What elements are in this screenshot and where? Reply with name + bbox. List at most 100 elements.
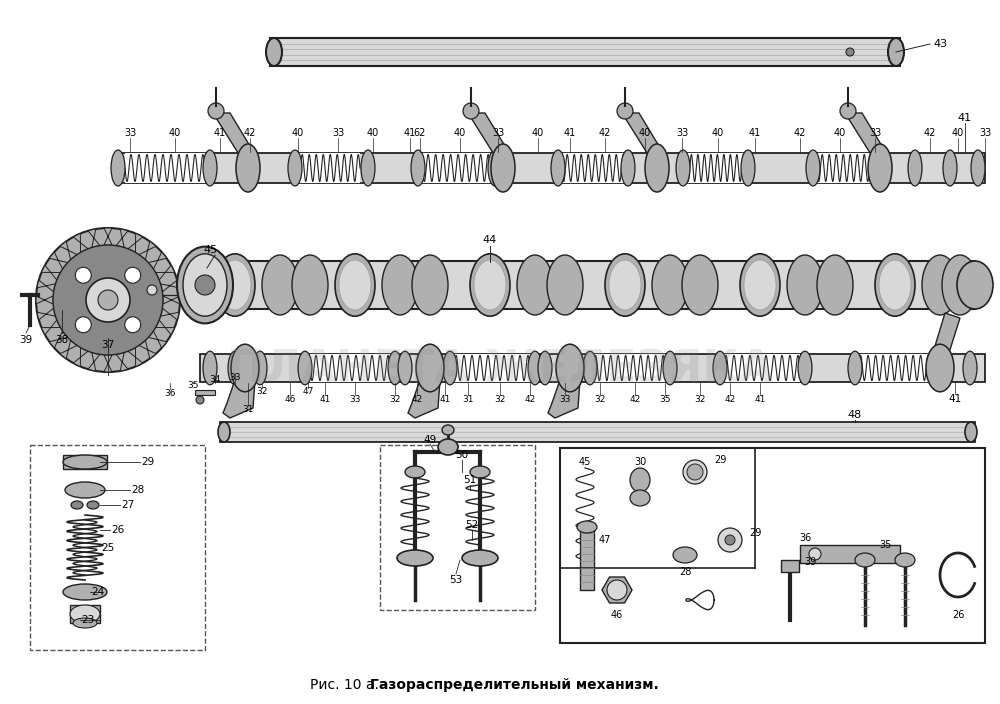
Ellipse shape: [111, 150, 125, 186]
Polygon shape: [49, 252, 68, 269]
Bar: [200, 261, 975, 309]
Ellipse shape: [879, 260, 911, 310]
Ellipse shape: [470, 254, 510, 316]
Ellipse shape: [253, 351, 267, 385]
Text: 32: 32: [389, 394, 401, 403]
Ellipse shape: [809, 548, 821, 560]
Text: 41: 41: [958, 113, 972, 123]
Ellipse shape: [528, 351, 542, 385]
Bar: [810, 153, 880, 183]
Polygon shape: [88, 353, 100, 371]
Ellipse shape: [848, 351, 862, 385]
Polygon shape: [932, 313, 960, 356]
Ellipse shape: [65, 482, 105, 498]
Ellipse shape: [875, 254, 915, 316]
Ellipse shape: [491, 144, 515, 192]
Polygon shape: [156, 265, 175, 280]
Text: Рис. 10 а.: Рис. 10 а.: [310, 678, 383, 692]
Ellipse shape: [63, 584, 107, 600]
Bar: [450, 354, 530, 382]
Text: 33: 33: [229, 374, 241, 382]
Text: 35: 35: [879, 540, 891, 550]
Ellipse shape: [817, 255, 853, 315]
Ellipse shape: [855, 553, 875, 567]
Polygon shape: [139, 340, 156, 359]
Text: 41: 41: [754, 394, 766, 403]
Text: 36: 36: [164, 389, 176, 398]
Ellipse shape: [147, 285, 157, 295]
Bar: [380, 445, 535, 610]
Text: 40: 40: [952, 128, 964, 138]
Ellipse shape: [70, 605, 100, 623]
Text: 52: 52: [465, 520, 479, 530]
Ellipse shape: [73, 618, 97, 628]
Ellipse shape: [339, 260, 371, 310]
Bar: [310, 354, 390, 382]
Text: 40: 40: [834, 128, 846, 138]
Ellipse shape: [607, 580, 627, 600]
Ellipse shape: [957, 261, 993, 309]
Bar: [580, 530, 594, 590]
Ellipse shape: [895, 553, 915, 567]
Text: 45: 45: [203, 245, 217, 255]
Text: 40: 40: [292, 128, 304, 138]
Text: 28: 28: [131, 485, 145, 495]
Bar: [781, 560, 799, 572]
Ellipse shape: [617, 103, 633, 119]
Ellipse shape: [292, 255, 328, 315]
Ellipse shape: [676, 150, 690, 186]
Text: 33: 33: [979, 128, 991, 138]
Ellipse shape: [416, 344, 444, 392]
Ellipse shape: [645, 144, 669, 192]
Text: 42: 42: [724, 394, 736, 403]
Text: 35: 35: [187, 382, 199, 391]
Text: 42: 42: [411, 394, 423, 403]
Ellipse shape: [840, 103, 856, 119]
Polygon shape: [845, 113, 888, 156]
Text: 40: 40: [169, 128, 181, 138]
Ellipse shape: [538, 351, 552, 385]
Text: 49: 49: [423, 435, 437, 445]
Text: 46: 46: [284, 394, 296, 403]
Text: 41: 41: [948, 394, 962, 404]
Ellipse shape: [298, 351, 312, 385]
Bar: [125, 153, 205, 183]
Ellipse shape: [725, 535, 735, 545]
Text: 36: 36: [799, 533, 811, 543]
Text: 42: 42: [924, 128, 936, 138]
Bar: [200, 354, 985, 382]
Ellipse shape: [787, 255, 823, 315]
Polygon shape: [468, 113, 511, 156]
Ellipse shape: [236, 144, 260, 192]
Bar: [195, 390, 215, 395]
Bar: [270, 38, 900, 66]
Text: 38: 38: [55, 335, 69, 345]
Ellipse shape: [652, 255, 688, 315]
Ellipse shape: [583, 351, 597, 385]
Ellipse shape: [621, 150, 635, 186]
Text: 24: 24: [91, 587, 105, 597]
Ellipse shape: [228, 351, 242, 385]
Ellipse shape: [663, 351, 677, 385]
Ellipse shape: [517, 255, 553, 315]
Polygon shape: [41, 320, 60, 335]
Text: 40: 40: [532, 128, 544, 138]
Text: 26: 26: [111, 525, 125, 535]
Ellipse shape: [266, 38, 282, 66]
Ellipse shape: [218, 422, 230, 442]
Text: 37: 37: [101, 340, 115, 350]
Ellipse shape: [740, 254, 780, 316]
Polygon shape: [223, 380, 255, 418]
Ellipse shape: [412, 255, 448, 315]
Ellipse shape: [75, 268, 91, 283]
Polygon shape: [104, 228, 112, 245]
Ellipse shape: [470, 466, 490, 478]
Ellipse shape: [488, 150, 502, 186]
Bar: [555, 153, 625, 183]
Ellipse shape: [682, 255, 718, 315]
Ellipse shape: [609, 260, 641, 310]
Ellipse shape: [741, 150, 755, 186]
Ellipse shape: [71, 501, 83, 509]
Polygon shape: [41, 265, 60, 280]
Text: Газораспределительный механизм.: Газораспределительный механизм.: [370, 678, 659, 692]
